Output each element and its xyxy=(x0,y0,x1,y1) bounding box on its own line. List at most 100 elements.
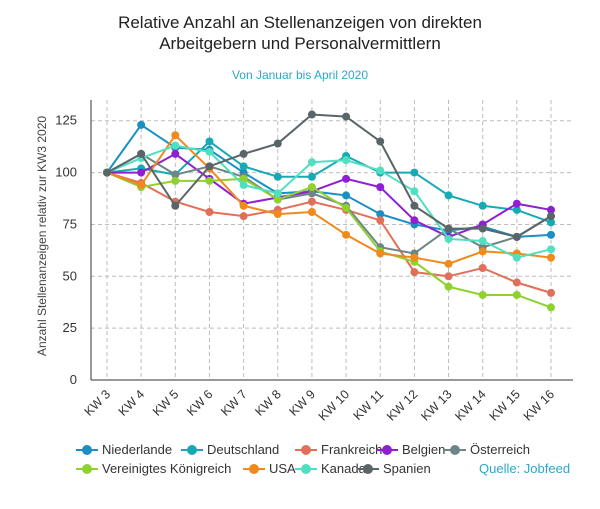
x-tick-label: KW 7 xyxy=(218,387,250,419)
data-point xyxy=(547,253,555,262)
data-point xyxy=(137,181,146,190)
data-point xyxy=(342,230,351,239)
x-tick-label: KW 14 xyxy=(452,387,488,423)
y-tick-label: 50 xyxy=(63,268,77,283)
x-tick-label: KW 9 xyxy=(287,387,319,419)
data-point xyxy=(171,131,180,140)
legend-item: Niederlande xyxy=(76,442,172,457)
chart-title-line-1: Relative Anzahl an Stellenanzeigen von d… xyxy=(118,13,482,32)
data-point xyxy=(410,168,419,177)
data-point xyxy=(239,212,248,221)
data-point xyxy=(444,282,453,291)
data-point xyxy=(376,137,385,146)
source-note: Quelle: Jobfeed xyxy=(479,461,571,476)
legend-marker xyxy=(444,444,466,455)
data-point xyxy=(103,168,111,177)
legend-item: Belgien xyxy=(376,442,445,457)
x-tick-label: KW 16 xyxy=(521,387,557,423)
data-point xyxy=(547,245,555,254)
x-tick-label: KW 3 xyxy=(82,387,114,419)
x-tick-label: KW 12 xyxy=(384,387,420,423)
data-point xyxy=(273,210,282,219)
data-point xyxy=(137,149,146,158)
x-tick-label: KW 10 xyxy=(316,387,352,423)
data-point xyxy=(171,149,180,158)
data-point xyxy=(410,216,419,225)
legend-marker xyxy=(243,463,265,474)
legend-label: Deutschland xyxy=(207,442,280,457)
data-point xyxy=(376,216,385,225)
x-tick-label: KW 13 xyxy=(418,387,454,423)
data-point xyxy=(307,110,316,119)
data-point xyxy=(171,170,180,179)
legend-item: Vereinigtes Königreich xyxy=(76,461,231,476)
legend-marker xyxy=(376,444,398,455)
data-point xyxy=(410,268,419,277)
data-point xyxy=(273,139,282,148)
data-point xyxy=(512,199,521,208)
data-point xyxy=(478,264,487,272)
data-point xyxy=(478,237,487,246)
legend-label: Niederlande xyxy=(102,442,173,457)
data-point xyxy=(512,232,521,241)
data-point xyxy=(444,191,453,200)
data-point xyxy=(342,191,351,200)
series-line xyxy=(106,171,552,309)
legend-marker xyxy=(295,444,317,455)
legend-item: Deutschland xyxy=(181,442,279,457)
legend-label: USA xyxy=(269,461,296,476)
data-point xyxy=(307,183,316,192)
data-point xyxy=(342,112,351,121)
x-tick-label: KW 4 xyxy=(116,387,148,419)
x-tick-label: KW 15 xyxy=(487,387,523,423)
data-point xyxy=(512,253,521,262)
data-point xyxy=(239,162,248,171)
data-point xyxy=(239,149,248,158)
data-point xyxy=(273,195,282,204)
legend-marker xyxy=(357,463,379,474)
legend-label: Österreich xyxy=(470,442,530,457)
data-point xyxy=(307,189,316,198)
chart-title-line-2: Arbeitgebern und Personalvermittlern xyxy=(159,34,441,53)
data-point xyxy=(547,218,555,227)
y-tick-label: 100 xyxy=(55,165,77,180)
y-tick-label: 25 xyxy=(63,320,77,335)
data-point xyxy=(410,201,419,210)
data-point xyxy=(239,174,248,183)
y-tick-label: 125 xyxy=(55,113,77,128)
data-point xyxy=(547,205,555,214)
data-point xyxy=(547,303,555,312)
data-point xyxy=(444,272,453,281)
data-point xyxy=(376,249,385,258)
data-point xyxy=(376,183,385,192)
data-point xyxy=(205,176,214,185)
data-point xyxy=(205,208,214,216)
data-point xyxy=(239,181,248,190)
legend-label: Spanien xyxy=(383,461,431,476)
legend-marker xyxy=(181,444,203,455)
legend-label: Frankreich xyxy=(321,442,383,457)
legend-item: Spanien xyxy=(357,461,431,476)
y-tick-label: 75 xyxy=(63,216,77,231)
data-point xyxy=(171,176,180,185)
data-point xyxy=(376,166,385,175)
legend-item: Kanada xyxy=(295,461,366,476)
data-point xyxy=(171,201,180,210)
data-point xyxy=(273,172,282,181)
data-point xyxy=(137,120,146,129)
data-point xyxy=(547,230,555,239)
legend-item: Österreich xyxy=(444,442,530,457)
series-line xyxy=(106,140,552,224)
x-tick-label: KW 6 xyxy=(184,387,216,419)
data-point xyxy=(512,205,521,214)
data-point xyxy=(171,141,180,150)
data-point xyxy=(512,278,521,287)
chart-subtitle: Von Januar bis April 2020 xyxy=(231,68,369,82)
legend-marker xyxy=(295,463,317,474)
data-point xyxy=(307,197,316,206)
data-point xyxy=(512,290,521,299)
legend-marker xyxy=(76,444,98,455)
x-tick-label: KW 8 xyxy=(252,387,284,419)
